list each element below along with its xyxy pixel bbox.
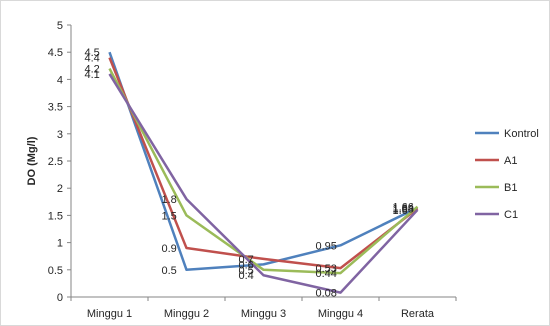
data-label-a1: 0.9 <box>162 243 177 255</box>
y-tick-label: 5 <box>57 20 63 32</box>
y-tick-label: 4.5 <box>48 47 63 59</box>
y-tick-label: 1 <box>57 238 63 250</box>
data-labels: 4.50.5 0.60.951.644.40.90.70.531.634.21.5… <box>85 47 414 299</box>
data-label-a1: 4.4 <box>85 53 100 65</box>
data-label-c1: 4.1 <box>85 69 100 81</box>
data-label-b1: 4.2 <box>85 64 100 76</box>
data-label-b1: 1.5 <box>162 210 177 222</box>
data-label-b1: 0.5 <box>239 265 254 277</box>
x-tick-label: Minggu 4 <box>318 308 363 320</box>
x-tick-label: Minggu 2 <box>164 308 209 320</box>
data-label-kontrol: 0.5 <box>162 265 177 277</box>
legend-label-c1: C1 <box>504 209 518 221</box>
data-label-kontrol: 0.95 <box>316 240 337 252</box>
y-axis: 0 0.5 1 1.5 2 2.5 3 3.5 4 4.5 5 <box>48 20 72 304</box>
data-label-b1: 0.44 <box>316 268 337 280</box>
legend-label-b1: B1 <box>504 182 517 194</box>
legend-label-kontrol: Kontrol <box>504 128 539 140</box>
series-line-a1 <box>108 57 419 270</box>
y-tick-label: 0 <box>57 292 63 304</box>
data-label-b1: 1.66 <box>393 202 414 214</box>
x-axis: Minggu 1 Minggu 2 Minggu 3 Minggu 4 Rerata <box>70 296 457 320</box>
y-tick-label: 2.5 <box>48 156 63 168</box>
data-label-a1: 0.53 <box>316 263 337 275</box>
series-line-c1 <box>108 73 419 294</box>
data-label-c1: 0.4 <box>239 270 254 282</box>
data-label-kontrol: 4.5 <box>85 47 100 59</box>
y-tick-label: 3 <box>57 129 63 141</box>
series-line-kontrol <box>108 51 419 272</box>
data-label-a1: 0.7 <box>239 254 254 266</box>
series-lines <box>108 51 419 294</box>
legend-label-a1: A1 <box>504 155 517 167</box>
y-tick-label: 1.5 <box>48 210 63 222</box>
y-tick-label: 2 <box>57 183 63 195</box>
y-tick-label: 0.5 <box>48 265 63 277</box>
data-label-kontrol: 0.6 <box>239 259 254 271</box>
data-label-c1: 1.6 <box>393 205 408 217</box>
data-label-kontrol: 1.64 <box>393 203 414 215</box>
x-tick-label: Rerata <box>401 308 435 320</box>
data-label-c1: 1.8 <box>162 194 177 206</box>
y-axis-title: DO (Mg/l) <box>26 136 38 185</box>
legend: Kontrol A1 B1 C1 <box>475 128 539 221</box>
data-label-c1: 0.08 <box>316 288 337 300</box>
y-tick-label: 4 <box>57 74 63 86</box>
y-tick-label: 3.5 <box>48 102 63 114</box>
x-tick-label: Minggu 3 <box>241 308 286 320</box>
x-tick-label: Minggu 1 <box>87 308 132 320</box>
series-line-b1 <box>108 67 419 275</box>
data-label-a1: 1.63 <box>393 203 414 215</box>
